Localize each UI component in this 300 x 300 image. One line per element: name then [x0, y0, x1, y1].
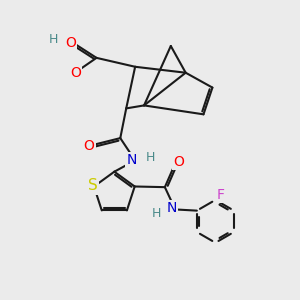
Text: S: S [88, 178, 98, 194]
Text: O: O [70, 66, 81, 80]
Text: N: N [167, 201, 177, 215]
Text: H: H [49, 33, 58, 46]
Text: H: H [151, 206, 160, 220]
Text: O: O [84, 139, 94, 152]
Text: O: O [173, 155, 184, 169]
Text: N: N [126, 153, 137, 167]
Text: H: H [145, 151, 155, 164]
Text: F: F [217, 188, 225, 202]
Text: O: O [65, 36, 76, 50]
